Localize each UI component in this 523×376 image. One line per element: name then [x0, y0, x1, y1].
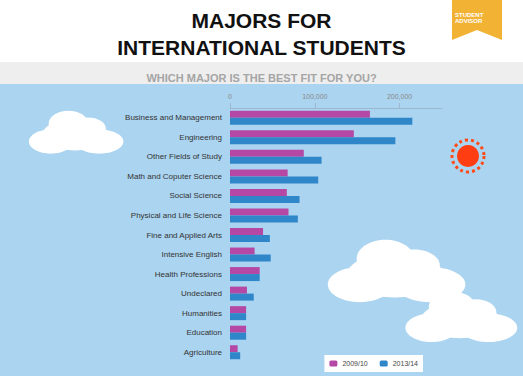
svg-text:Humanities: Humanities: [182, 309, 222, 318]
svg-text:Health Professions: Health Professions: [155, 270, 222, 279]
svg-text:2013/14: 2013/14: [393, 360, 418, 367]
svg-text:Agriculture: Agriculture: [184, 348, 223, 357]
svg-text:ADVISOR: ADVISOR: [455, 18, 483, 24]
svg-text:Fine and Applied Arts: Fine and Applied Arts: [146, 231, 222, 240]
svg-text:Engineering: Engineering: [179, 133, 222, 142]
svg-text:2009/10: 2009/10: [342, 360, 367, 367]
svg-text:Math and Coputer Science: Math and Coputer Science: [127, 172, 222, 181]
svg-text:WHICH MAJOR IS THE BEST FIT FO: WHICH MAJOR IS THE BEST FIT FOR YOU?: [146, 72, 376, 84]
svg-text:Undeclared: Undeclared: [181, 289, 222, 298]
svg-text:Intensive English: Intensive English: [162, 250, 222, 259]
svg-text:100,000: 100,000: [302, 93, 327, 100]
svg-text:Other Fields of Study: Other Fields of Study: [147, 152, 222, 161]
svg-text:0: 0: [228, 93, 232, 100]
svg-text:Social Science: Social Science: [170, 191, 223, 200]
svg-text:200,000: 200,000: [387, 93, 412, 100]
svg-text:INTERNATIONAL STUDENTS: INTERNATIONAL STUDENTS: [117, 36, 406, 59]
svg-text:MAJORS FOR: MAJORS FOR: [191, 9, 331, 32]
svg-text:STUDENT: STUDENT: [455, 12, 484, 18]
svg-text:Education: Education: [186, 328, 222, 337]
svg-text:Physical and Life Science: Physical and Life Science: [131, 211, 223, 220]
svg-text:Business and Management: Business and Management: [125, 113, 223, 122]
